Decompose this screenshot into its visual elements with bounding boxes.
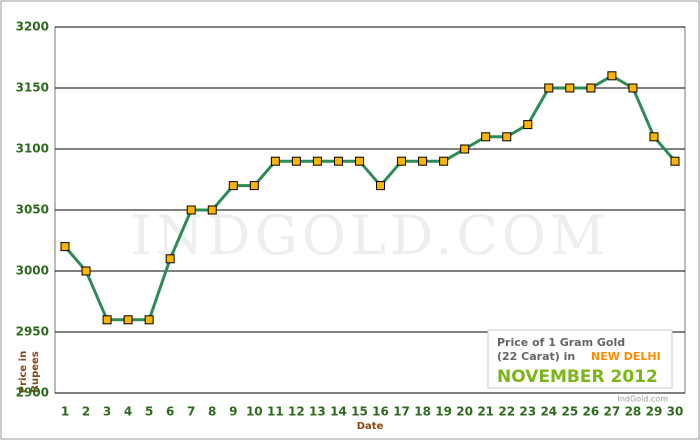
x-tick-label: 18 (414, 405, 431, 419)
x-tick-label: 9 (229, 405, 237, 419)
y-tick-label: 2950 (16, 325, 49, 339)
x-tick-label: 24 (540, 405, 557, 419)
x-tick-label: 29 (646, 405, 663, 419)
x-tick-label: 2 (82, 405, 90, 419)
marker (376, 181, 386, 191)
marker (670, 156, 680, 166)
x-tick-label: 14 (330, 405, 347, 419)
x-tick-label: 11 (267, 405, 284, 419)
x-tick-label: 3 (103, 405, 111, 419)
caption-box (487, 329, 673, 389)
y-tick-label: 3000 (16, 264, 49, 278)
y-tick-label: 2900 (16, 386, 49, 400)
y-tick-label: 3200 (16, 20, 49, 34)
y-tick-label: 3150 (16, 81, 49, 95)
marker (649, 132, 659, 142)
marker (502, 132, 512, 142)
x-tick-label: 12 (288, 405, 305, 419)
y-tick-label: 3100 (16, 142, 49, 156)
marker (354, 156, 364, 166)
y-axis-label: Price in (18, 351, 29, 393)
marker (291, 156, 301, 166)
marker (270, 156, 280, 166)
marker (544, 83, 554, 93)
x-tick-label: 6 (166, 405, 174, 419)
marker (186, 205, 196, 215)
x-tick-label: 20 (456, 405, 473, 419)
x-axis-label: Date (357, 421, 384, 432)
x-tick-label: 21 (477, 405, 494, 419)
marker (586, 83, 596, 93)
x-tick-label: 22 (498, 405, 515, 419)
marker (102, 315, 112, 325)
y-axis-label: Rupees (30, 351, 41, 393)
x-tick-label: 16 (372, 405, 389, 419)
x-tick-label: 19 (435, 405, 452, 419)
marker (418, 156, 428, 166)
x-tick-label: 1 (61, 405, 69, 419)
x-tick-label: 23 (519, 405, 536, 419)
marker (565, 83, 575, 93)
caption-city: NEW DELHI (591, 350, 661, 363)
marker (228, 181, 238, 191)
x-tick-label: 8 (208, 405, 216, 419)
marker (123, 315, 133, 325)
x-tick-label: 15 (351, 405, 368, 419)
x-tick-label: 5 (145, 405, 153, 419)
marker (312, 156, 322, 166)
caption-month: NOVEMBER 2012 (497, 367, 658, 387)
y-tick-label: 3050 (16, 203, 49, 217)
watermark: IndGold.com (131, 204, 610, 267)
caption-site: IndGold.com (617, 395, 668, 404)
x-tick-label: 25 (561, 405, 578, 419)
marker (165, 254, 175, 264)
caption-line: (22 Carat) in (497, 350, 575, 363)
marker (397, 156, 407, 166)
x-tick-label: 26 (583, 405, 600, 419)
x-tick-label: 10 (246, 405, 263, 419)
x-tick-label: 13 (309, 405, 326, 419)
marker (249, 181, 259, 191)
x-tick-label: 7 (187, 405, 195, 419)
x-tick-label: 28 (625, 405, 642, 419)
marker (333, 156, 343, 166)
marker (481, 132, 491, 142)
x-tick-label: 27 (604, 405, 621, 419)
x-tick-label: 4 (124, 405, 132, 419)
marker (628, 83, 638, 93)
marker (439, 156, 449, 166)
caption-line: Price of 1 Gram Gold (497, 336, 625, 349)
marker (607, 71, 617, 81)
marker (81, 266, 91, 276)
marker (523, 120, 533, 130)
marker (144, 315, 154, 325)
marker (460, 144, 470, 154)
marker (60, 242, 70, 252)
marker (207, 205, 217, 215)
x-tick-label: 17 (393, 405, 410, 419)
x-tick-label: 30 (667, 405, 684, 419)
